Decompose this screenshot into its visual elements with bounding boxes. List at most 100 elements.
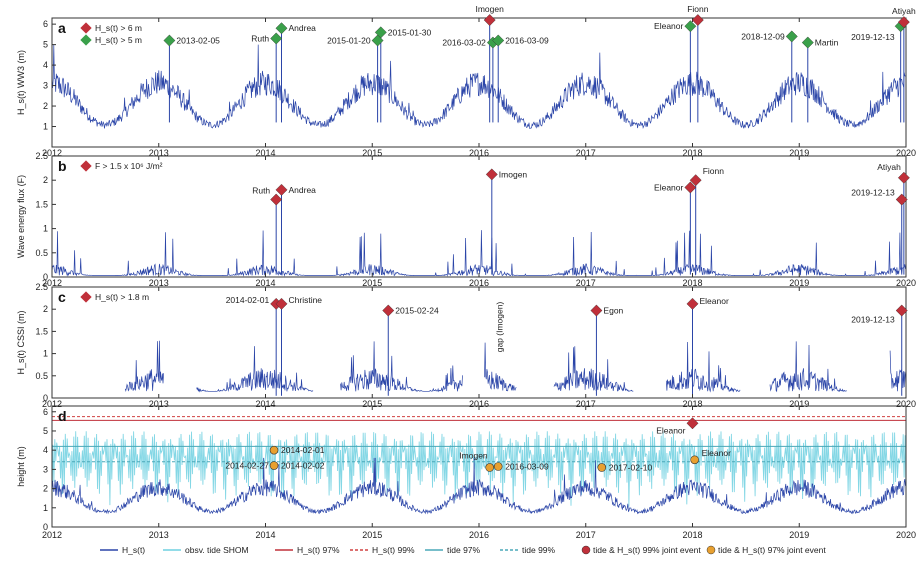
event-label: 2015-01-20 [327,36,371,46]
y-tick-label: 3 [43,464,48,474]
event-marker [485,168,498,181]
event-label: 2019-12-13 [851,32,895,42]
legend-marker [80,22,92,34]
event-marker [270,193,283,206]
legend-label: F > 1.5 x 10⁶ J/m² [95,161,163,171]
x-tick-label: 2019 [789,399,809,409]
y-tick-label: 1 [43,122,48,132]
x-tick-label: 2014 [255,530,275,540]
y-axis-label: H_s(t) WW3 (m) [16,50,26,115]
panel-letter: d [58,408,67,424]
event-marker [590,304,603,317]
y-tick-label: 6 [43,407,48,417]
event-label: 2014-02-01 [281,445,325,455]
tide-series [51,431,907,508]
y-tick-label: 5 [43,426,48,436]
x-tick-label: 2020 [896,530,916,540]
event-marker [689,174,702,187]
event-label: Eleanor [656,425,685,435]
event-marker [690,455,699,465]
x-tick-label: 2015 [362,278,382,288]
event-marker [275,297,288,310]
legend-label: H_s(t) > 5 m [95,35,142,45]
x-tick-label: 2016 [469,278,489,288]
series-line [51,230,907,277]
x-tick-label: 2014 [255,399,275,409]
x-tick-label: 2012 [42,399,62,409]
y-tick-label: 1 [43,224,48,234]
panel-frame [51,286,907,399]
event-label: Martin [815,38,839,48]
gap-annotation: gap (Imogen) [494,302,504,353]
legend-dot [581,545,591,555]
event-label: Ruth [252,186,270,196]
event-label: 2014-02-01 [226,295,270,305]
event-marker [269,461,279,470]
x-tick-label: 2016 [469,399,489,409]
event-label: Eleanor [654,21,683,31]
series-line [124,340,907,393]
event-label: 2014-02-27 [225,461,269,471]
event-marker [163,34,176,47]
y-tick-label: 0.5 [35,371,48,381]
x-tick-label: 2017 [576,530,596,540]
x-tick-label: 2020 [896,148,916,158]
x-tick-label: 2018 [682,148,702,158]
y-tick-label: 0 [43,272,48,282]
x-tick-label: 2015 [362,399,382,409]
y-tick-label: 1 [43,349,48,359]
legend-label: tide & H_s(t) 97% joint event [718,545,826,555]
legend-label: H_s(t) 99% [372,545,415,555]
event-marker [897,171,910,184]
event-marker [785,30,798,43]
x-tick-label: 2020 [896,399,916,409]
x-tick-label: 2012 [42,148,62,158]
event-marker [686,297,699,310]
event-marker [493,462,503,471]
event-label: Imogen [499,169,528,179]
y-tick-label: 1 [43,503,48,513]
event-marker [597,463,607,472]
y-tick-label: 0 [43,522,48,532]
panel-letter: b [58,158,67,174]
y-tick-label: 4 [43,60,48,70]
y-tick-label: 4 [43,445,48,455]
event-marker [492,34,505,47]
event-label: 2019-12-13 [851,315,895,325]
event-label: 2015-01-30 [388,27,432,37]
x-tick-label: 2013 [149,530,169,540]
x-tick-label: 2013 [149,399,169,409]
y-tick-label: 0.5 [35,248,48,258]
y-axis-label: Wave energy flux (F) [16,175,26,258]
x-tick-label: 2017 [576,278,596,288]
legend-label: tide 97% [447,545,481,555]
legend-label: H_s(t) > 6 m [95,23,142,33]
x-tick-label: 2016 [469,530,489,540]
y-tick-label: 2 [43,101,48,111]
x-tick-label: 2015 [362,148,382,158]
event-label: 2016-03-09 [505,462,549,472]
event-label: Andrea [289,185,317,195]
event-marker [801,36,814,49]
event-marker [374,26,387,39]
x-tick-label: 2019 [789,530,809,540]
legend-dot [706,545,716,555]
event-marker [684,181,697,194]
x-tick-label: 2012 [42,530,62,540]
event-label: Fionn [687,4,709,14]
event-label: 2016-03-02 [442,38,486,48]
event-marker [483,14,496,26]
x-tick-label: 2018 [682,399,702,409]
x-tick-label: 2017 [576,399,596,409]
y-tick-label: 2.5 [35,151,48,161]
legend-label: tide 99% [522,545,556,555]
y-axis-label: height (m) [16,446,26,487]
legend-label: H_s(t) > 1.8 m [95,292,149,302]
event-label: Imogen [475,4,504,14]
event-label: Imogen [459,450,488,460]
x-tick-label: 2018 [682,278,702,288]
y-axis-label: H_s(t) CSSI (m) [16,310,26,374]
event-label: 2016-03-09 [505,36,549,46]
y-tick-label: 1.5 [35,326,48,336]
